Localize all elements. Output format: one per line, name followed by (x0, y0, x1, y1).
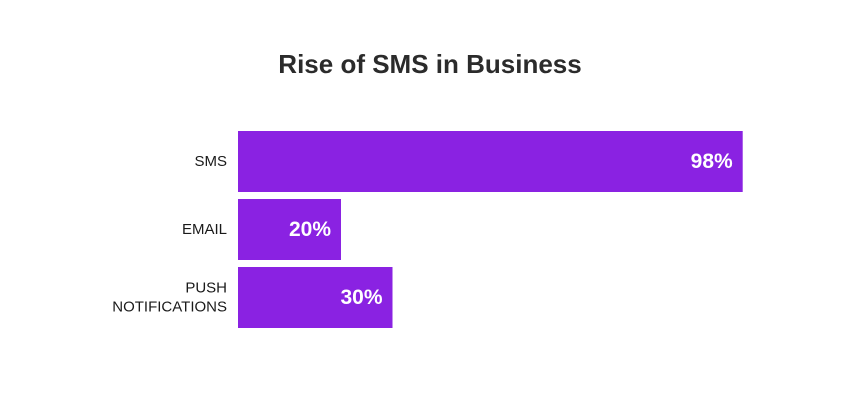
bar-2 (238, 267, 393, 328)
value-label-2: 30% (340, 286, 382, 309)
value-label-1: 20% (289, 218, 331, 241)
bar-1 (238, 199, 341, 260)
category-label-line: PUSH (185, 280, 227, 297)
category-labels-layer: SMS EMAIL PUSH NOTIFICATIONS (112, 153, 227, 316)
value-labels-layer: 98% 20% 30% (289, 150, 733, 309)
category-label-2: PUSH NOTIFICATIONS (112, 280, 227, 316)
category-label-0: SMS (194, 153, 227, 170)
category-label-line: NOTIFICATIONS (112, 299, 227, 316)
category-label-line: SMS (194, 153, 227, 170)
value-label-0: 98% (691, 150, 733, 173)
chart-title: Rise of SMS in Business (278, 49, 581, 79)
category-label-1: EMAIL (182, 221, 227, 238)
category-label-line: EMAIL (182, 221, 227, 238)
bars-layer (238, 131, 743, 328)
bar-0 (238, 131, 743, 192)
